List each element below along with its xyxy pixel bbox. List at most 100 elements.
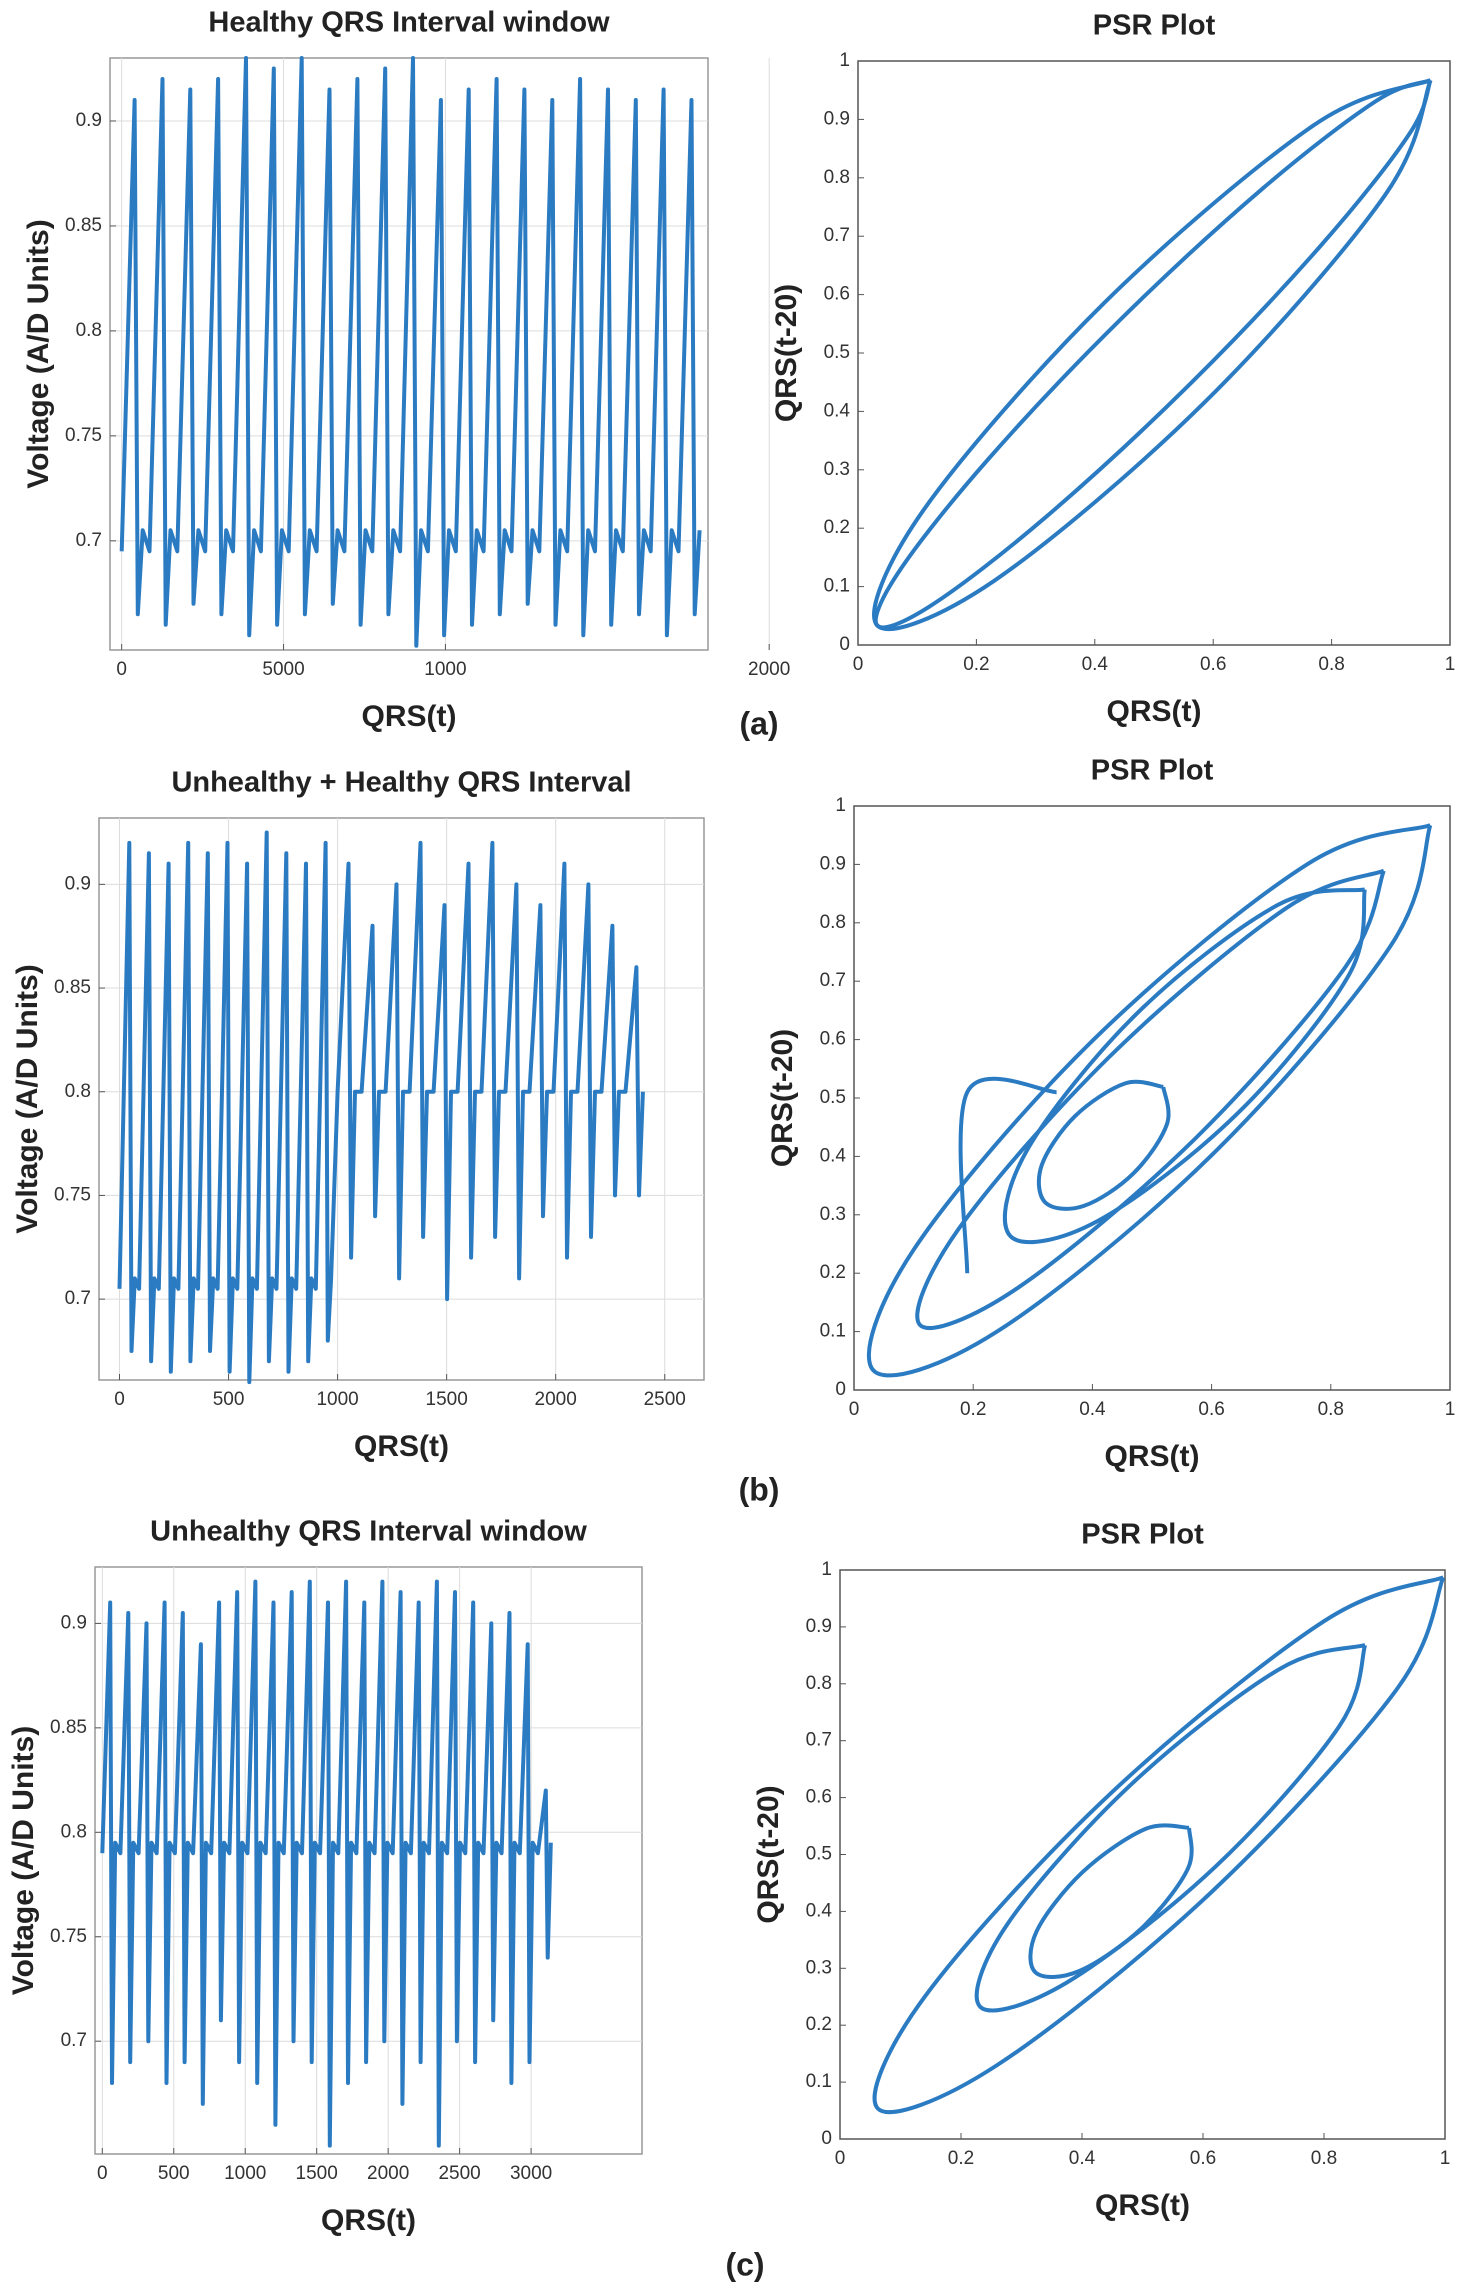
x-tick-label: 1000 — [224, 2163, 266, 2184]
x-tick-label: 1 — [1440, 2148, 1451, 2169]
y-tick-label: 0.8 — [76, 320, 102, 341]
x-tick-label: 2500 — [644, 1389, 686, 1410]
y-tick-label: 0.6 — [820, 1029, 846, 1050]
y-tick-label: 0.9 — [65, 873, 91, 894]
y-tick-label: 0.85 — [54, 977, 91, 998]
x-tick-label: 0.6 — [1198, 1399, 1224, 1420]
y-tick-label: 0.9 — [820, 853, 846, 874]
x-tick-label: 3000 — [510, 2163, 552, 2184]
x-tick-label: 2500 — [438, 2163, 480, 2184]
y-tick-label: 0.1 — [824, 576, 850, 597]
y-tick-label: 0.1 — [806, 2071, 832, 2092]
y-tick-label: 0.4 — [820, 1145, 847, 1166]
y-tick-label: 0.7 — [61, 2030, 87, 2051]
plot-area — [839, 1569, 1446, 2140]
x-tick-label: 1000 — [424, 659, 466, 680]
y-tick-label: 0.75 — [65, 425, 102, 446]
x-tick-label: 0.4 — [1082, 654, 1109, 675]
x-axis-label: QRS(t) — [362, 700, 457, 733]
y-tick-label: 1 — [839, 50, 850, 71]
y-tick-label: 0.5 — [806, 1844, 832, 1865]
x-tick-label: 1 — [1445, 654, 1456, 675]
x-tick-label: 500 — [213, 1389, 245, 1410]
y-tick-label: 0.3 — [806, 1957, 832, 1978]
y-tick-label: 0.5 — [824, 342, 850, 363]
y-axis-label: Voltage (A/D Units) — [22, 219, 55, 488]
y-tick-label: 0.4 — [824, 400, 851, 421]
data-line — [872, 1575, 1446, 2115]
panel-label: (c) — [725, 2246, 764, 2282]
x-tick-label: 0.8 — [1318, 1399, 1344, 1420]
y-tick-label: 0.6 — [824, 284, 850, 305]
x-axis-label: QRS(t) — [1107, 695, 1202, 728]
x-tick-label: 0.6 — [1200, 654, 1226, 675]
chart-title: PSR Plot — [1093, 10, 1216, 42]
plot-area — [857, 60, 1451, 646]
x-axis-label: QRS(t) — [1095, 2189, 1190, 2222]
x-tick-label: 0 — [116, 659, 127, 680]
y-tick-label: 0.2 — [806, 2014, 832, 2035]
data-line — [1002, 887, 1367, 1245]
y-tick-label: 0.85 — [50, 1717, 87, 1738]
x-tick-label: 0.8 — [1318, 654, 1344, 675]
chart-title: Unhealthy QRS Interval window — [150, 1516, 587, 1548]
x-tick-label: 1000 — [316, 1389, 358, 1410]
y-tick-label: 0.7 — [824, 225, 850, 246]
y-tick-label: 0.9 — [824, 108, 850, 129]
x-tick-label: 5000 — [262, 659, 304, 680]
x-tick-label: 0 — [835, 2148, 846, 2169]
x-tick-label: 1 — [1445, 1399, 1456, 1420]
x-tick-label: 0.2 — [963, 654, 989, 675]
y-tick-label: 0 — [839, 634, 850, 655]
data-line — [915, 868, 1386, 1330]
x-tick-label: 500 — [158, 2163, 190, 2184]
chart-title: Healthy QRS Interval window — [208, 7, 610, 39]
x-tick-label: 1500 — [426, 1389, 468, 1410]
data-line — [119, 56, 702, 648]
y-tick-label: 0.7 — [820, 970, 846, 991]
y-tick-label: 0.9 — [76, 110, 102, 131]
x-tick-label: 0.4 — [1079, 1399, 1106, 1420]
chart-title: PSR Plot — [1081, 1519, 1204, 1551]
y-tick-label: 0 — [835, 1379, 846, 1400]
y-axis-label: Voltage (A/D Units) — [7, 1726, 40, 1995]
chart-title: Unhealthy + Healthy QRS Interval — [171, 767, 631, 799]
y-tick-label: 0.2 — [820, 1262, 846, 1283]
y-tick-label: 0 — [821, 2128, 832, 2149]
y-tick-label: 0.5 — [820, 1087, 846, 1108]
data-line — [100, 1579, 553, 2148]
data-line — [872, 78, 1433, 632]
y-tick-label: 0.6 — [806, 1787, 832, 1808]
y-axis-label: QRS(t-20) — [752, 1785, 785, 1923]
y-tick-label: 0.2 — [824, 517, 850, 538]
x-tick-label: 2000 — [535, 1389, 577, 1410]
y-tick-label: 1 — [835, 795, 846, 816]
y-tick-label: 0.8 — [65, 1081, 91, 1102]
y-tick-label: 0.8 — [824, 167, 850, 188]
x-axis-label: QRS(t) — [354, 1430, 449, 1463]
y-axis-label: QRS(t-20) — [766, 1029, 799, 1167]
y-tick-label: 0.4 — [806, 1900, 833, 1921]
y-tick-label: 0.1 — [820, 1321, 846, 1342]
y-tick-label: 0.7 — [76, 530, 102, 551]
x-tick-label: 0.2 — [960, 1399, 986, 1420]
data-line — [1028, 1823, 1194, 1979]
y-tick-label: 0.75 — [50, 1926, 87, 1947]
x-tick-label: 2000 — [748, 659, 790, 680]
x-tick-label: 0 — [97, 2163, 108, 2184]
data-line — [958, 1076, 1057, 1274]
y-tick-label: 1 — [821, 1559, 832, 1580]
y-tick-label: 0.75 — [54, 1184, 91, 1205]
y-tick-label: 0.85 — [65, 215, 102, 236]
chart-title: PSR Plot — [1091, 755, 1214, 787]
x-tick-label: 1500 — [296, 2163, 338, 2184]
data-line — [866, 823, 1433, 1378]
panel-label: (a) — [739, 705, 778, 741]
x-tick-label: 0.6 — [1190, 2148, 1216, 2169]
x-axis-label: QRS(t) — [321, 2204, 416, 2237]
x-tick-label: 0 — [853, 654, 864, 675]
y-tick-label: 0.7 — [806, 1730, 832, 1751]
x-tick-label: 0.4 — [1069, 2148, 1096, 2169]
